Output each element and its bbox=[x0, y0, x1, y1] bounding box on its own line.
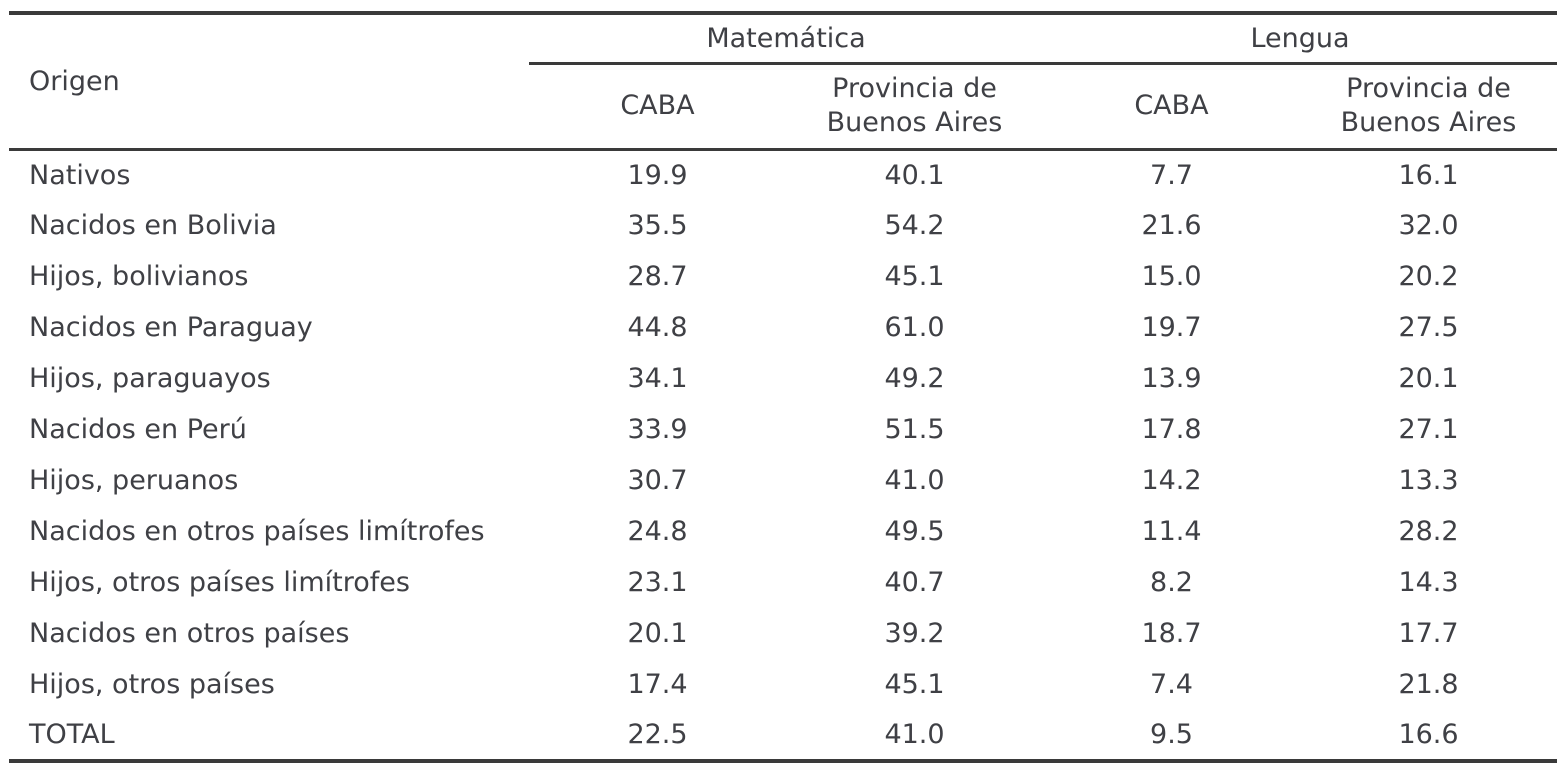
table-row: Nativos 19.9 40.1 7.7 16.1 bbox=[9, 149, 1557, 200]
cell-value: 27.1 bbox=[1398, 414, 1459, 445]
cell-value: 18.7 bbox=[1141, 618, 1202, 649]
cell-value: 24.8 bbox=[627, 516, 688, 547]
cell-value: 41.0 bbox=[884, 719, 945, 750]
cell-value: 27.5 bbox=[1398, 312, 1459, 343]
paper-table-page: Origen Matemática Lengua CABA Provincia … bbox=[9, 11, 1557, 763]
cell-value: 49.2 bbox=[884, 363, 945, 394]
data-table: Origen Matemática Lengua CABA Provincia … bbox=[9, 11, 1557, 763]
cell-value: 15.0 bbox=[1141, 261, 1202, 292]
cell-value: 17.7 bbox=[1398, 618, 1459, 649]
cell-value: 11.4 bbox=[1141, 516, 1202, 547]
cell-value: 22.5 bbox=[627, 719, 688, 750]
table-row: Nacidos en Paraguay 44.8 61.0 19.7 27.5 bbox=[9, 302, 1557, 353]
cell-value: 23.1 bbox=[627, 567, 688, 598]
header-sub-row: CABA Provincia de Buenos Aires CABA Prov… bbox=[9, 63, 1557, 151]
column-group-matematica: Matemática bbox=[529, 13, 1043, 65]
table-row: Hijos, bolivianos 28.7 45.1 15.0 20.2 bbox=[9, 251, 1557, 302]
row-label: Nativos bbox=[29, 159, 131, 191]
cell-value: 20.2 bbox=[1398, 261, 1459, 292]
cell-value: 20.1 bbox=[1398, 363, 1459, 394]
cell-value: 13.9 bbox=[1141, 363, 1202, 394]
cell-value: 17.8 bbox=[1141, 414, 1202, 445]
column-header-caba-matematica: CABA bbox=[529, 63, 786, 151]
cell-value: 9.5 bbox=[1150, 719, 1193, 750]
cell-value: 7.7 bbox=[1150, 159, 1193, 191]
cell-value: 33.9 bbox=[627, 414, 688, 445]
cell-value: 20.1 bbox=[627, 618, 688, 649]
row-label: Hijos, otros países limítrofes bbox=[29, 567, 410, 598]
cell-value: 40.7 bbox=[884, 567, 945, 598]
column-header-provincia-matematica: Provincia de Buenos Aires bbox=[786, 63, 1043, 151]
table-row: Hijos, otros países limítrofes 23.1 40.7 8.… bbox=[9, 557, 1557, 608]
cell-value: 21.6 bbox=[1141, 210, 1202, 241]
table-row: Hijos, peruanos 30.7 41.0 14.2 13.3 bbox=[9, 455, 1557, 506]
row-label: Hijos, otros países bbox=[29, 669, 275, 700]
table-row: TOTAL 22.5 41.0 9.5 16.6 bbox=[9, 710, 1557, 761]
cell-value: 17.4 bbox=[627, 669, 688, 700]
cell-value: 19.7 bbox=[1141, 312, 1202, 343]
cell-value: 8.2 bbox=[1150, 567, 1193, 598]
cell-value: 32.0 bbox=[1398, 210, 1459, 241]
cell-value: 45.1 bbox=[884, 261, 945, 292]
cell-value: 16.6 bbox=[1398, 719, 1459, 750]
cell-value: 19.9 bbox=[627, 159, 688, 191]
row-label: Nacidos en Perú bbox=[29, 414, 247, 445]
cell-value: 39.2 bbox=[884, 618, 945, 649]
cell-value: 21.8 bbox=[1398, 669, 1459, 700]
cell-value: 28.7 bbox=[627, 261, 688, 292]
table-row: Nacidos en otros países 20.1 39.2 18.7 17.7 bbox=[9, 608, 1557, 659]
table-header: Origen Matemática Lengua CABA Provincia … bbox=[9, 13, 1557, 151]
column-group-lengua: Lengua bbox=[1043, 13, 1557, 65]
table-row: Nacidos en Perú 33.9 51.5 17.8 27.1 bbox=[9, 404, 1557, 455]
cell-value: 14.2 bbox=[1141, 465, 1202, 496]
cell-value: 28.2 bbox=[1398, 516, 1459, 547]
cell-value: 49.5 bbox=[884, 516, 945, 547]
row-label: Nacidos en otros países bbox=[29, 618, 350, 649]
row-label: Nacidos en Bolivia bbox=[29, 210, 277, 241]
row-label: Hijos, peruanos bbox=[29, 465, 239, 496]
cell-value: 45.1 bbox=[884, 669, 945, 700]
cell-value: 35.5 bbox=[627, 210, 688, 241]
row-label: Hijos, bolivianos bbox=[29, 261, 249, 292]
cell-value: 41.0 bbox=[884, 465, 945, 496]
cell-value: 61.0 bbox=[884, 312, 945, 343]
cell-value: 34.1 bbox=[627, 363, 688, 394]
cell-value: 40.1 bbox=[884, 159, 945, 191]
row-label: Hijos, paraguayos bbox=[29, 363, 271, 394]
cell-value: 54.2 bbox=[884, 210, 945, 241]
cell-value: 7.4 bbox=[1150, 669, 1193, 700]
header-group-row: Origen Matemática Lengua bbox=[9, 13, 1557, 151]
table-row: Nacidos en Bolivia 35.5 54.2 21.6 32.0 bbox=[9, 200, 1557, 251]
row-label: Nacidos en Paraguay bbox=[29, 312, 313, 343]
table-row: Nacidos en otros países limítrofes 24.8 49… bbox=[9, 506, 1557, 557]
column-header-origen: Origen bbox=[9, 13, 529, 151]
cell-value: 30.7 bbox=[627, 465, 688, 496]
column-header-provincia-lengua: Provincia de Buenos Aires bbox=[1300, 63, 1557, 151]
row-label: TOTAL bbox=[29, 719, 115, 750]
row-label: Nacidos en otros países limítrofes bbox=[29, 516, 485, 547]
cell-value: 14.3 bbox=[1398, 567, 1459, 598]
cell-value: 16.1 bbox=[1398, 159, 1459, 191]
cell-value: 44.8 bbox=[627, 312, 688, 343]
cell-value: 13.3 bbox=[1398, 465, 1459, 496]
table-row: Hijos, paraguayos 34.1 49.2 13.9 20.1 bbox=[9, 353, 1557, 404]
column-header-caba-lengua: CABA bbox=[1043, 63, 1300, 151]
cell-value: 51.5 bbox=[884, 414, 945, 445]
table-body: Nativos 19.9 40.1 7.7 16.1 Nacidos en Bolivia… bbox=[9, 149, 1557, 761]
table-row: Hijos, otros países 17.4 45.1 7.4 21.8 bbox=[9, 659, 1557, 710]
